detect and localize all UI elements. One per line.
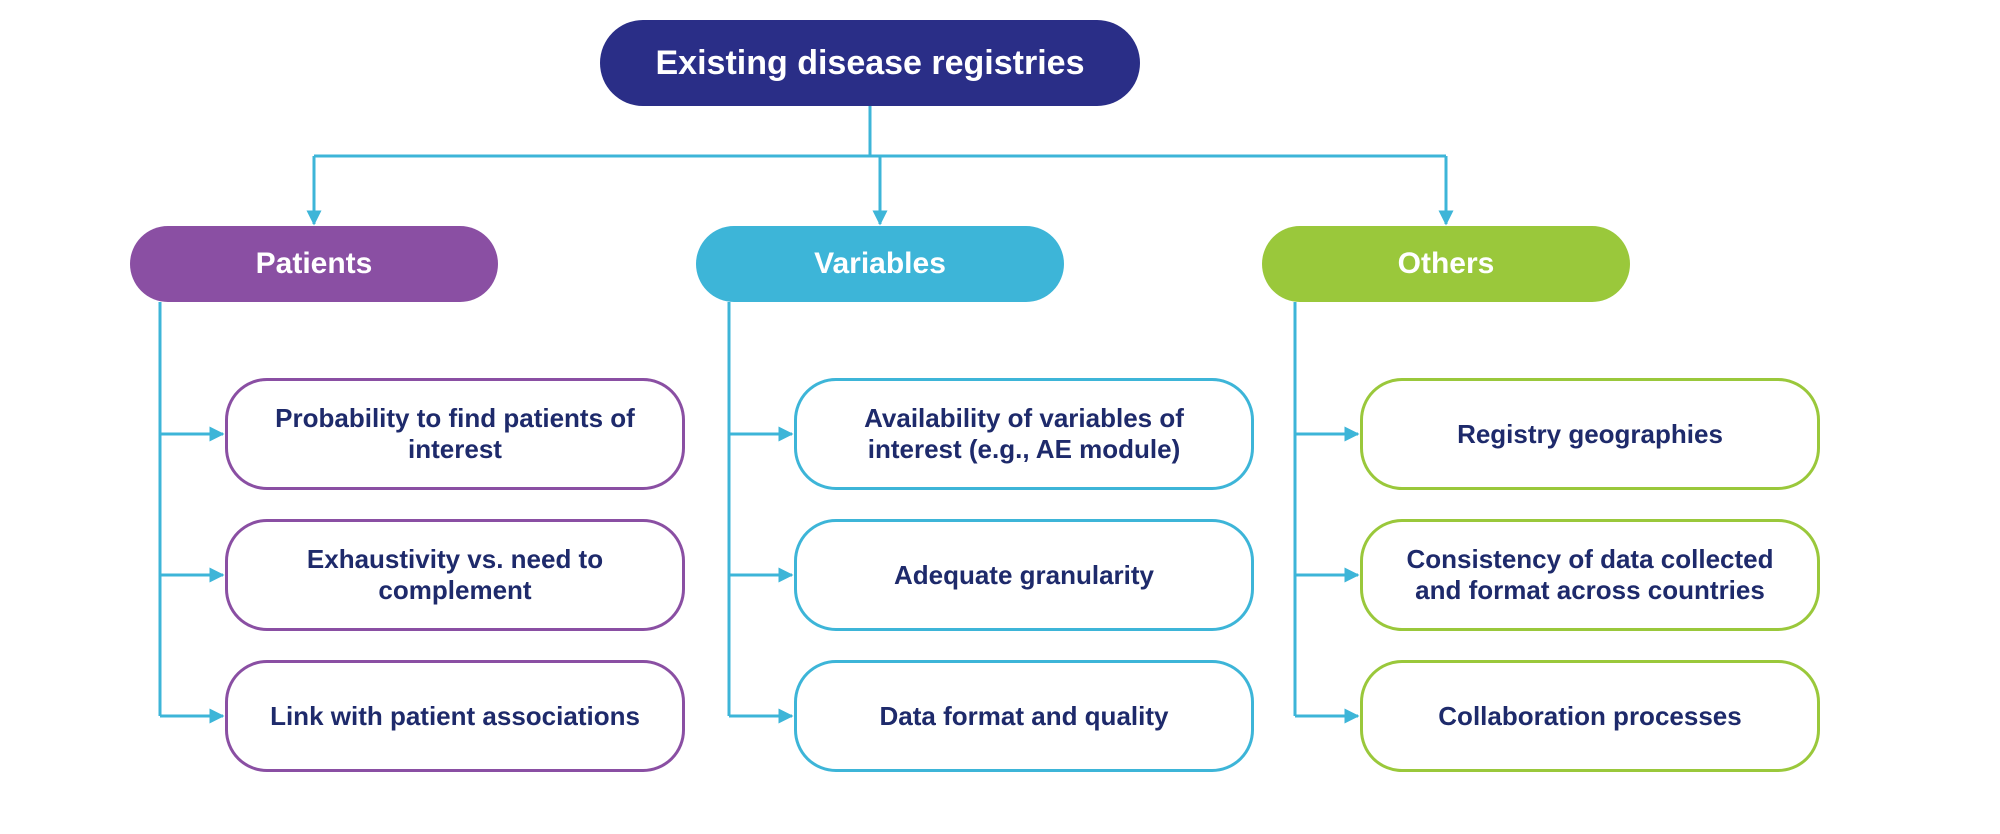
leaf-1-1: Adequate granularity [794,519,1254,631]
branch-header-1: Variables [696,226,1064,302]
leaf-2-1: Consistency of data collected and format… [1360,519,1820,631]
branch-header-2-label: Others [1398,247,1495,281]
leaf-2-1-label: Consistency of data collected and format… [1393,544,1787,606]
branch-header-0-label: Patients [256,247,373,281]
leaf-2-0: Registry geographies [1360,378,1820,490]
branch-header-2: Others [1262,226,1630,302]
leaf-0-2-label: Link with patient associations [270,701,640,732]
leaf-1-2: Data format and quality [794,660,1254,772]
leaf-0-0-label: Probability to find patients of interest [258,403,652,465]
root-node: Existing disease registries [600,20,1140,106]
leaf-0-0: Probability to find patients of interest [225,378,685,490]
leaf-1-1-label: Adequate granularity [894,560,1154,591]
leaf-1-0-label: Availability of variables of interest (e… [827,403,1221,465]
leaf-2-2: Collaboration processes [1360,660,1820,772]
leaf-2-0-label: Registry geographies [1457,419,1723,450]
leaf-1-0: Availability of variables of interest (e… [794,378,1254,490]
leaf-2-2-label: Collaboration processes [1438,701,1741,732]
branch-header-0: Patients [130,226,498,302]
branch-header-1-label: Variables [814,247,946,281]
root-label: Existing disease registries [656,44,1085,83]
leaf-0-1: Exhaustivity vs. need to complement [225,519,685,631]
leaf-1-2-label: Data format and quality [880,701,1169,732]
leaf-0-2: Link with patient associations [225,660,685,772]
leaf-0-1-label: Exhaustivity vs. need to complement [258,544,652,606]
